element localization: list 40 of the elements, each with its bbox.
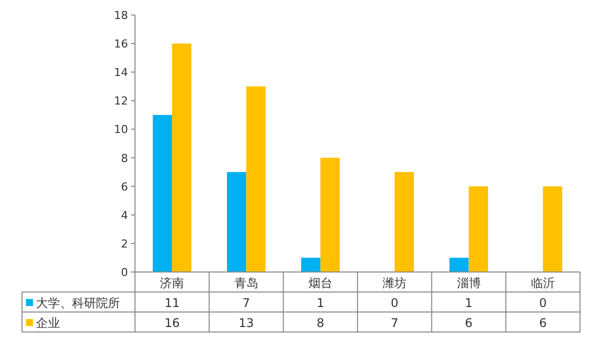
bar bbox=[226, 172, 246, 272]
data-label: 0 bbox=[390, 296, 398, 310]
bar bbox=[449, 258, 469, 272]
y-tick-label: 4 bbox=[121, 208, 128, 222]
data-label: 7 bbox=[390, 316, 398, 330]
bar bbox=[152, 114, 172, 272]
bar bbox=[172, 44, 192, 272]
legend-label: 企业 bbox=[36, 316, 60, 330]
data-label: 7 bbox=[242, 296, 250, 310]
legend-label: 大学、科研院所 bbox=[36, 296, 120, 310]
data-label: 0 bbox=[539, 296, 547, 310]
x-tick-label: 淄博 bbox=[456, 276, 481, 290]
data-label: 1 bbox=[316, 296, 324, 310]
data-label: 8 bbox=[316, 316, 324, 330]
y-tick-label: 12 bbox=[114, 94, 128, 108]
x-tick-label: 临沂 bbox=[530, 276, 555, 290]
bar bbox=[542, 186, 562, 272]
x-tick-label: 潍坊 bbox=[382, 276, 407, 290]
bar bbox=[394, 172, 414, 272]
y-tick-label: 6 bbox=[121, 180, 128, 194]
data-label: 11 bbox=[164, 296, 180, 310]
y-tick-label: 0 bbox=[121, 266, 128, 279]
x-tick-label: 青岛 bbox=[234, 276, 258, 290]
bar bbox=[320, 158, 340, 272]
x-tick-label: 济南 bbox=[160, 276, 184, 290]
bar bbox=[301, 258, 320, 272]
y-tick-label: 16 bbox=[114, 38, 128, 51]
data-label: 6 bbox=[539, 316, 547, 330]
data-label: 13 bbox=[238, 316, 254, 330]
y-tick-label: 18 bbox=[114, 9, 128, 22]
y-tick-label: 8 bbox=[121, 152, 128, 165]
x-tick-label: 烟台 bbox=[308, 276, 332, 290]
bar bbox=[468, 186, 488, 272]
data-label: 6 bbox=[464, 316, 473, 330]
y-tick-label: 14 bbox=[114, 66, 128, 80]
data-label: 16 bbox=[164, 316, 180, 330]
bar bbox=[246, 86, 266, 272]
y-tick-label: 10 bbox=[114, 123, 128, 136]
y-tick-label: 2 bbox=[121, 237, 128, 250]
data-label: 1 bbox=[464, 296, 473, 310]
